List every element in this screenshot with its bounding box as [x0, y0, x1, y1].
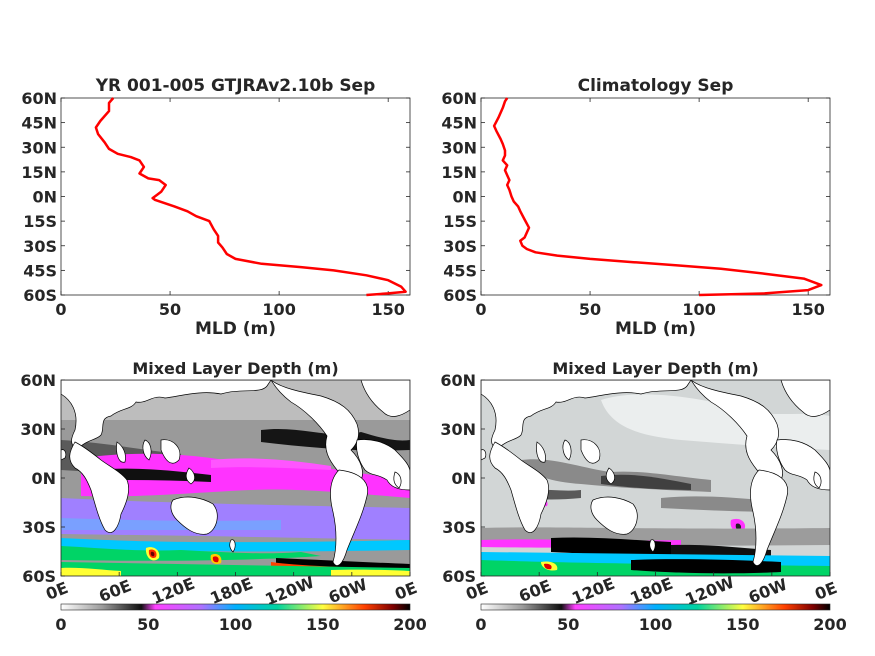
- colorbar-tick-label: 200: [813, 615, 846, 634]
- y-tick-label: 15S: [443, 212, 477, 231]
- lon-tick-label: 0E: [812, 578, 840, 604]
- x-tick-label: 0: [55, 300, 66, 319]
- series-line: [492, 97, 823, 297]
- colorbar: [480, 603, 831, 611]
- lat-tick-label: 30S: [442, 518, 476, 537]
- x-axis-label: MLD (m): [615, 319, 696, 339]
- colorbar-tick-label: 150: [306, 615, 339, 634]
- data-line: [94, 97, 407, 297]
- data-line: [492, 97, 823, 297]
- lat-tick-label: 60S: [22, 567, 56, 586]
- lat-tick-labels: 60N 30N 0N 30S 60S: [20, 371, 65, 586]
- lat-tick-label: 30S: [22, 518, 56, 537]
- lat-tick-label: 0N: [31, 469, 56, 488]
- colorbar-tick-labels: 0 50 100 150 200: [475, 615, 846, 634]
- y-tick-label: 45S: [443, 261, 477, 280]
- series-line: [94, 97, 407, 297]
- panel-bottom-right: Mixed Layer Depth (m) 60N 30N 0N 30S 60S 0E 6…: [440, 359, 846, 634]
- y-tick-label: 45S: [23, 261, 57, 280]
- panel-top-right: Climatology Sep MLD (m) 60N 45N 30N 15N 0N 15…: [441, 76, 831, 339]
- y-tick-label: 30S: [23, 237, 57, 256]
- x-tick-label: 100: [682, 300, 715, 319]
- y-tick-label: 0N: [32, 188, 57, 207]
- x-tick-labels: 0 50 100 150: [55, 98, 405, 319]
- lat-tick-label: 0N: [451, 469, 476, 488]
- y-tick-labels: 60N 45N 30N 15N 0N 15S 30S 45S 60S: [21, 89, 410, 305]
- chart-title: YR 001-005 GTJRAv2.10b Sep: [95, 76, 376, 96]
- chart-title: Climatology Sep: [578, 76, 734, 96]
- colorbar-tick-label: 150: [726, 615, 759, 634]
- colorbar-tick-label: 50: [557, 615, 579, 634]
- lat-tick-label: 60S: [442, 567, 476, 586]
- lon-tick-label: 60W: [326, 574, 370, 607]
- lon-tick-label: 60E: [96, 576, 134, 606]
- lon-tick-label: 120E: [569, 574, 617, 608]
- x-tick-labels: 0 50 100 150: [475, 98, 825, 319]
- lat-tick-label: 60N: [440, 371, 476, 390]
- plot-area: [480, 97, 831, 296]
- colorbar-tick-label: 0: [55, 615, 66, 634]
- lat-tick-label: 30N: [440, 420, 476, 439]
- lat-tick-labels: 60N 30N 0N 30S 60S: [440, 371, 485, 586]
- y-tick-label: 45N: [441, 114, 477, 133]
- colorbar-tick-label: 200: [393, 615, 426, 634]
- lon-tick-labels: 0E 60E 120E 180E 120W 60W 0E: [43, 572, 420, 609]
- lon-tick-label: 60W: [746, 574, 790, 607]
- plot-area: [60, 97, 411, 296]
- colorbar-tick-label: 0: [475, 615, 486, 634]
- mld-map: [61, 380, 410, 576]
- y-tick-label: 15S: [23, 212, 57, 231]
- x-axis-label: MLD (m): [195, 319, 276, 339]
- y-tick-label: 15N: [21, 163, 57, 182]
- mld-map: [481, 380, 830, 576]
- map-title: Mixed Layer Depth (m): [552, 359, 758, 378]
- lon-tick-label: 180E: [627, 574, 675, 608]
- lat-tick-label: 60N: [20, 371, 56, 390]
- y-tick-label: 45N: [21, 114, 57, 133]
- lon-tick-label: 60E: [516, 576, 554, 606]
- y-tick-label: 15N: [441, 163, 477, 182]
- panel-bottom-left: Mixed Layer Depth (m) 60N 30N 0N 30S 60S 0E 6…: [20, 359, 426, 634]
- lon-tick-label: 180E: [207, 574, 255, 608]
- lat-tick-label: 30N: [20, 420, 56, 439]
- colorbar-tick-labels: 0 50 100 150 200: [55, 615, 426, 634]
- x-tick-label: 50: [579, 300, 601, 319]
- x-tick-label: 150: [791, 300, 824, 319]
- y-tick-labels: 60N 45N 30N 15N 0N 15S 30S 45S 60S: [441, 89, 830, 305]
- colorbar-tick-label: 100: [219, 615, 252, 634]
- y-tick-label: 60N: [21, 89, 57, 108]
- x-tick-label: 50: [159, 300, 181, 319]
- x-tick-label: 0: [475, 300, 486, 319]
- y-tick-label: 60S: [443, 286, 477, 305]
- y-tick-label: 60N: [441, 89, 477, 108]
- colorbar-tick-label: 50: [137, 615, 159, 634]
- y-tick-label: 30N: [21, 138, 57, 157]
- panel-top-left: YR 001-005 GTJRAv2.10b Sep MLD (m) 60N 45…: [21, 76, 411, 339]
- colorbar: [60, 603, 411, 611]
- map-title: Mixed Layer Depth (m): [132, 359, 338, 378]
- y-tick-label: 0N: [452, 188, 477, 207]
- lon-tick-label: 120E: [149, 574, 197, 608]
- y-tick-label: 30N: [441, 138, 477, 157]
- x-tick-label: 150: [371, 300, 404, 319]
- y-tick-label: 30S: [443, 237, 477, 256]
- x-tick-label: 100: [262, 300, 295, 319]
- lon-tick-label: 0E: [392, 578, 420, 604]
- y-tick-label: 60S: [23, 286, 57, 305]
- lon-tick-labels: 0E 60E 120E 180E 120W 60W 0E: [463, 572, 840, 609]
- colorbar-tick-label: 100: [639, 615, 672, 634]
